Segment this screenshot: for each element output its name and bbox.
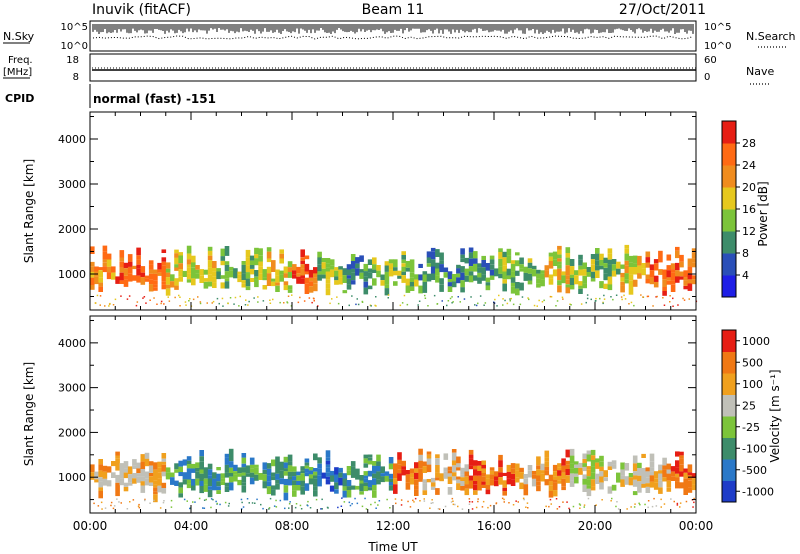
xtick-label: 04:00: [174, 519, 209, 533]
colorbar-swatch: [722, 231, 736, 254]
velocity-colorbar-label: Velocity [m s⁻¹]: [768, 369, 782, 462]
xtick-label: 08:00: [275, 519, 310, 533]
colorbar-swatch: [722, 459, 736, 481]
colorbar-tick-label: -100: [742, 442, 767, 455]
time-xlabel: Time UT: [367, 540, 418, 554]
velocity-yaxis: 1000 2000 3000 4000: [58, 319, 696, 501]
power-colorbar-label: Power [dB]: [756, 181, 770, 246]
colorbar-swatch: [722, 394, 736, 417]
power-yaxis: 1000 2000 3000 4000: [58, 116, 696, 297]
colorbar-swatch: [722, 187, 736, 210]
power-colorbar: 4 8 12 16 20 24 28: [721, 120, 756, 298]
colorbar-swatch: [722, 330, 736, 352]
colorbar-tick-label: 100: [742, 378, 763, 391]
ytick-label: 1000: [58, 268, 86, 281]
cpid-label: CPID: [5, 92, 34, 105]
ytick-label: 1000: [58, 471, 86, 484]
cpid-panel: CPID normal (fast) -151: [5, 84, 216, 108]
colorbar-tick-label: 16: [742, 203, 756, 216]
velocity-ylabel: Slant Range [km]: [22, 362, 36, 466]
colorbar-tick-label: 1000: [742, 335, 770, 348]
colorbar-swatch: [722, 143, 736, 166]
ytick-label: 4000: [58, 133, 86, 146]
colorbar-swatch: [722, 373, 736, 395]
colorbar-swatch: [722, 275, 736, 298]
power-xaxis: [89, 112, 697, 310]
colorbar-swatch: [722, 351, 736, 374]
colorbar-swatch: [722, 437, 736, 460]
ytick-label: 2000: [58, 426, 86, 439]
freq-label-line1: Freq.: [8, 55, 33, 66]
colorbar-swatch: [722, 165, 736, 188]
colorbar-swatch: [722, 253, 736, 276]
nsky-panel: N.Sky 10^5 10^0 10^5 10^0 N.Search: [3, 20, 796, 52]
xtick-label: 00:00: [679, 519, 714, 533]
nave-ytick-top: 60: [704, 55, 717, 66]
freq-ytick-top: 18: [66, 55, 79, 66]
nsky-ytick-bottom: 10^0: [61, 41, 88, 52]
colorbar-tick-label: -1000: [742, 485, 774, 498]
xtick-label: 16:00: [477, 519, 512, 533]
velocity-colorbar: 1000 500 100 25 -25 -100 -500 -1000: [721, 329, 774, 503]
colorbar-tick-label: -25: [742, 421, 760, 434]
freq-label-line2: [MHz]: [3, 67, 32, 78]
nsearch-ytick-top: 10^5: [704, 22, 731, 33]
freq-panel: Freq. [MHz] 18 8 60 0 Nave: [3, 53, 774, 85]
colorbar-swatch: [722, 480, 736, 503]
velocity-heatmap: [90, 448, 697, 510]
ytick-label: 3000: [58, 178, 86, 191]
colorbar-tick-label: 28: [742, 137, 756, 150]
power-heatmap: [90, 244, 698, 307]
cpid-value: normal (fast) -151: [93, 92, 216, 106]
colorbar-tick-label: 24: [742, 159, 756, 172]
nsky-label: N.Sky: [3, 30, 35, 43]
velocity-xaxis: 00:00 04:00 08:00 12:00 16:00 20:00 00:00: [73, 316, 714, 533]
power-ylabel: Slant Range [km]: [22, 159, 36, 263]
colorbar-tick-label: 4: [742, 269, 749, 282]
date-title: 27/Oct/2011: [619, 2, 706, 18]
colorbar-tick-label: 25: [742, 399, 756, 412]
nsky-series: [92, 24, 694, 34]
colorbar-tick-label: 20: [742, 181, 756, 194]
nave-label: Nave: [746, 65, 774, 78]
colorbar-swatch: [722, 416, 736, 438]
ytick-label: 3000: [58, 382, 86, 395]
xtick-label: 12:00: [376, 519, 411, 533]
power-panel: 1000 2000 3000 4000 Slant Range [km] 4 8 12 16…: [22, 111, 770, 311]
colorbar-tick-label: 12: [742, 225, 756, 238]
nsearch-ytick-bottom: 10^0: [704, 41, 731, 52]
xtick-label: 20:00: [578, 519, 613, 533]
ytick-label: 4000: [58, 337, 86, 350]
colorbar-swatch: [722, 121, 736, 144]
colorbar-tick-label: 500: [742, 356, 763, 369]
beam-title: Beam 11: [362, 2, 425, 18]
colorbar-tick-label: 8: [742, 247, 749, 260]
nsearch-label: N.Search: [746, 30, 796, 43]
nsky-ytick-top: 10^5: [61, 22, 88, 33]
ytick-label: 2000: [58, 223, 86, 236]
colorbar-swatch: [722, 209, 736, 232]
freq-ytick-bottom: 8: [73, 72, 79, 83]
nsearch-series: [92, 35, 694, 40]
nave-ytick-bottom: 0: [704, 72, 710, 83]
station-title: Inuvik (fitACF): [92, 2, 191, 18]
xtick-label: 00:00: [73, 519, 108, 533]
colorbar-tick-label: -500: [742, 464, 767, 477]
